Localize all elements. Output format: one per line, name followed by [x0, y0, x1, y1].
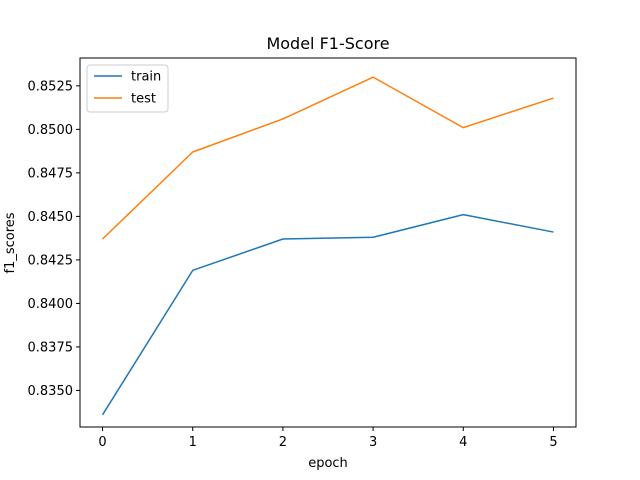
- y-tick-label: 0.8500: [28, 123, 74, 138]
- x-tick-label: 2: [279, 435, 287, 450]
- chart-title: Model F1-Score: [266, 34, 389, 53]
- y-tick-label: 0.8400: [28, 297, 74, 312]
- y-axis-label: f1_scores: [3, 212, 18, 273]
- axis-ticks: 0 1 2 3 4 5 0.8350 0.8375 0.8400 0.8425 0.8450 0.84…: [28, 79, 558, 450]
- legend-label-train: train: [131, 70, 161, 85]
- x-axis-label: epoch: [308, 456, 348, 471]
- x-tick-label: 0: [98, 435, 106, 450]
- y-tick-label: 0.8425: [28, 253, 74, 268]
- y-tick-label: 0.8350: [28, 384, 74, 399]
- series-line-test: [102, 76, 554, 240]
- plot-frame: [79, 57, 577, 428]
- y-tick-label: 0.8475: [28, 166, 74, 181]
- y-tick-label: 0.8450: [28, 210, 74, 225]
- y-tick-label: 0.8525: [28, 79, 74, 94]
- x-tick-label: 4: [459, 435, 467, 450]
- legend: train test: [86, 64, 169, 113]
- x-tick-label: 3: [369, 435, 377, 450]
- series-line-train: [101, 213, 554, 416]
- x-tick-label: 1: [189, 435, 197, 450]
- x-tick-label: 5: [549, 435, 557, 450]
- y-tick-label: 0.8375: [28, 340, 74, 355]
- series-lines: [101, 76, 554, 416]
- legend-label-test: test: [131, 92, 156, 107]
